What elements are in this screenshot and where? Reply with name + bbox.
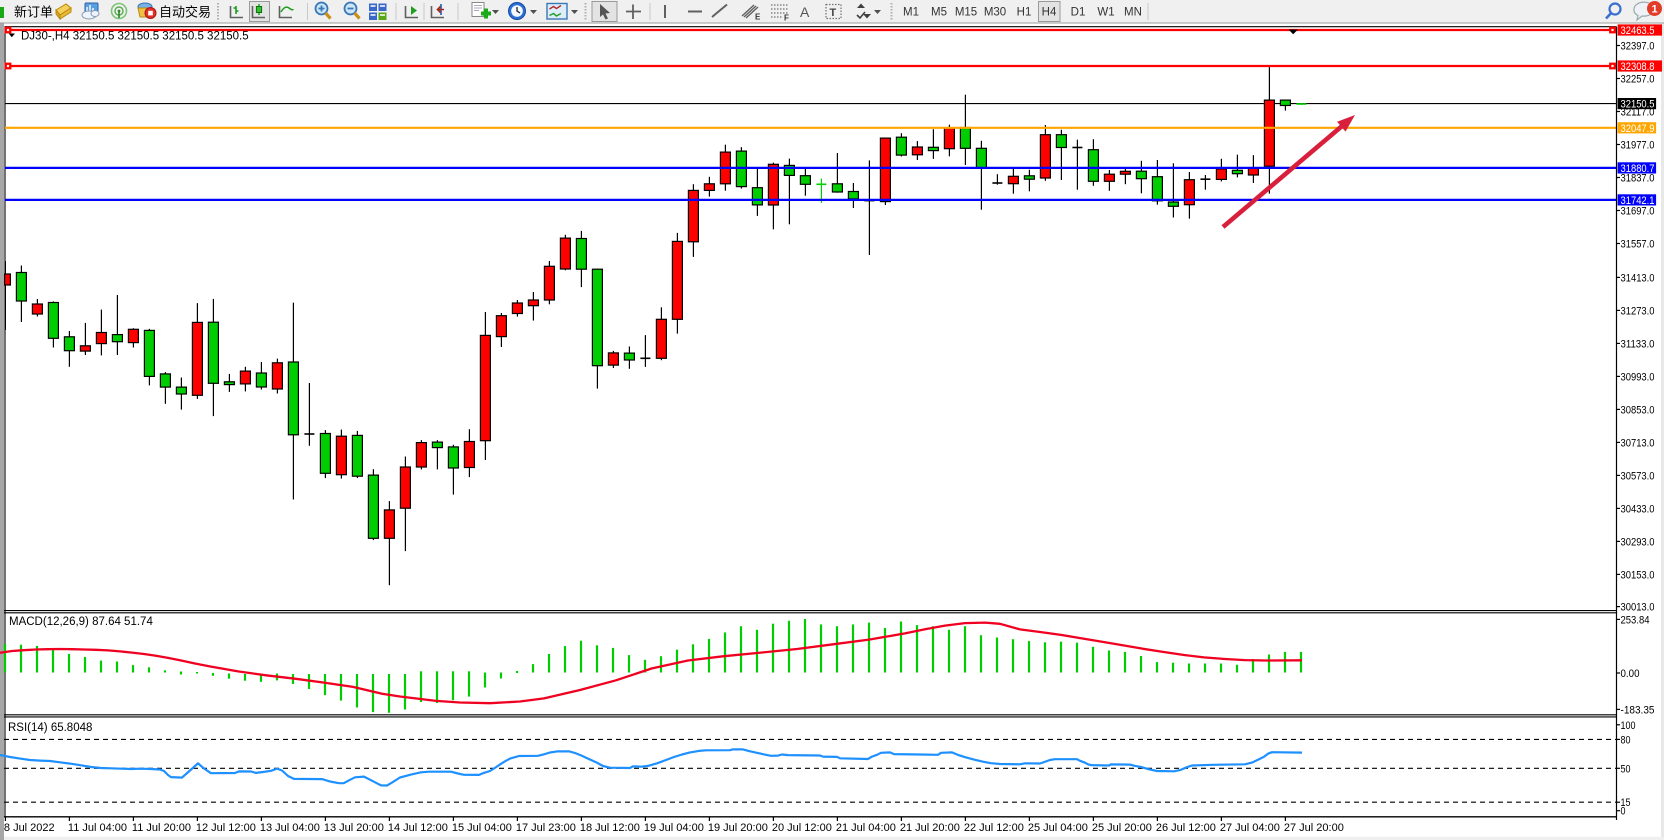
svg-text:12 Jul 12:00: 12 Jul 12:00 <box>196 822 256 834</box>
svg-text:20 Jul 12:00: 20 Jul 12:00 <box>772 822 832 834</box>
svg-text:26 Jul 12:00: 26 Jul 12:00 <box>1156 822 1216 834</box>
svg-text:自动交易: 自动交易 <box>159 5 211 20</box>
svg-text:32117.0: 32117.0 <box>1621 107 1655 119</box>
svg-text:19 Jul 20:00: 19 Jul 20:00 <box>708 822 768 834</box>
svg-text:25 Jul 04:00: 25 Jul 04:00 <box>1028 822 1088 834</box>
svg-text:31557.0: 31557.0 <box>1621 239 1655 251</box>
svg-text:17 Jul 23:00: 17 Jul 23:00 <box>516 822 576 834</box>
svg-text:100: 100 <box>1621 720 1636 732</box>
svg-text:30713.0: 30713.0 <box>1621 437 1655 449</box>
svg-text:15: 15 <box>1621 797 1631 809</box>
svg-text:31880.7: 31880.7 <box>1621 163 1655 175</box>
svg-text:14 Jul 12:00: 14 Jul 12:00 <box>388 822 448 834</box>
svg-text:18 Jul 12:00: 18 Jul 12:00 <box>580 822 640 834</box>
svg-text:新订单: 新订单 <box>14 5 53 20</box>
svg-text:H4: H4 <box>1042 7 1057 19</box>
svg-text:8 Jul 2022: 8 Jul 2022 <box>4 822 55 834</box>
svg-text:A: A <box>800 4 810 20</box>
svg-text:H1: H1 <box>1017 7 1032 19</box>
svg-text:W1: W1 <box>1097 7 1114 19</box>
svg-text:50: 50 <box>1621 763 1631 775</box>
svg-text:13 Jul 20:00: 13 Jul 20:00 <box>324 822 384 834</box>
svg-text:21 Jul 04:00: 21 Jul 04:00 <box>836 822 896 834</box>
svg-text:22 Jul 12:00: 22 Jul 12:00 <box>964 822 1024 834</box>
svg-text:MN: MN <box>1124 7 1142 19</box>
svg-text:30573.0: 30573.0 <box>1621 470 1655 482</box>
svg-text:13 Jul 04:00: 13 Jul 04:00 <box>260 822 320 834</box>
svg-text:30993.0: 30993.0 <box>1621 371 1655 383</box>
svg-text:MACD(12,26,9) 87.64 51.74: MACD(12,26,9) 87.64 51.74 <box>9 616 153 628</box>
svg-text:M30: M30 <box>984 7 1006 19</box>
svg-text:27 Jul 20:00: 27 Jul 20:00 <box>1284 822 1344 834</box>
svg-text:RSI(14) 65.8048: RSI(14) 65.8048 <box>8 722 92 734</box>
svg-text:DJ30-,H4 32150.5 32150.5 3215: DJ30-,H4 32150.5 32150.5 32150.5 32150.5 <box>21 31 249 43</box>
svg-text:253.84: 253.84 <box>1621 614 1650 626</box>
svg-text:31697.0: 31697.0 <box>1621 206 1655 218</box>
svg-text:32257.0: 32257.0 <box>1621 74 1655 86</box>
svg-text:31977.0: 31977.0 <box>1621 140 1655 152</box>
svg-text:32150.5: 32150.5 <box>1621 99 1655 111</box>
svg-text:1: 1 <box>1651 4 1657 16</box>
svg-text:E: E <box>755 13 761 22</box>
svg-text:32463.5: 32463.5 <box>1621 25 1655 37</box>
svg-text:31837.0: 31837.0 <box>1621 173 1655 185</box>
svg-text:T: T <box>830 7 837 19</box>
svg-text:31413.0: 31413.0 <box>1621 272 1655 284</box>
svg-text:19 Jul 04:00: 19 Jul 04:00 <box>644 822 704 834</box>
svg-text:31273.0: 31273.0 <box>1621 305 1655 317</box>
svg-text:F: F <box>784 14 789 23</box>
svg-text:32397.0: 32397.0 <box>1621 41 1655 53</box>
svg-text:80: 80 <box>1621 734 1631 746</box>
svg-text:32047.9: 32047.9 <box>1621 123 1655 135</box>
svg-text:30293.0: 30293.0 <box>1621 536 1655 548</box>
svg-text:M5: M5 <box>931 7 947 19</box>
svg-text:31742.1: 31742.1 <box>1621 195 1655 207</box>
svg-text:30153.0: 30153.0 <box>1621 569 1655 581</box>
svg-text:11 Jul 04:00: 11 Jul 04:00 <box>68 822 127 834</box>
svg-text:27 Jul 04:00: 27 Jul 04:00 <box>1220 822 1280 834</box>
svg-text:30433.0: 30433.0 <box>1621 503 1655 515</box>
svg-text:0: 0 <box>1621 806 1626 818</box>
svg-text:D1: D1 <box>1071 7 1086 19</box>
svg-text:0.00: 0.00 <box>1621 668 1640 680</box>
svg-text:25 Jul 20:00: 25 Jul 20:00 <box>1092 822 1152 834</box>
svg-text:21 Jul 20:00: 21 Jul 20:00 <box>900 822 960 834</box>
svg-text:32308.8: 32308.8 <box>1621 61 1655 73</box>
svg-text:30013.0: 30013.0 <box>1621 602 1655 614</box>
svg-text:11 Jul 20:00: 11 Jul 20:00 <box>132 822 191 834</box>
svg-text:M15: M15 <box>955 7 977 19</box>
svg-text:M1: M1 <box>903 7 919 19</box>
svg-text:-183.35: -183.35 <box>1621 704 1655 716</box>
svg-text:15 Jul 04:00: 15 Jul 04:00 <box>452 822 512 834</box>
svg-text:31133.0: 31133.0 <box>1621 338 1655 350</box>
svg-text:30853.0: 30853.0 <box>1621 404 1655 416</box>
